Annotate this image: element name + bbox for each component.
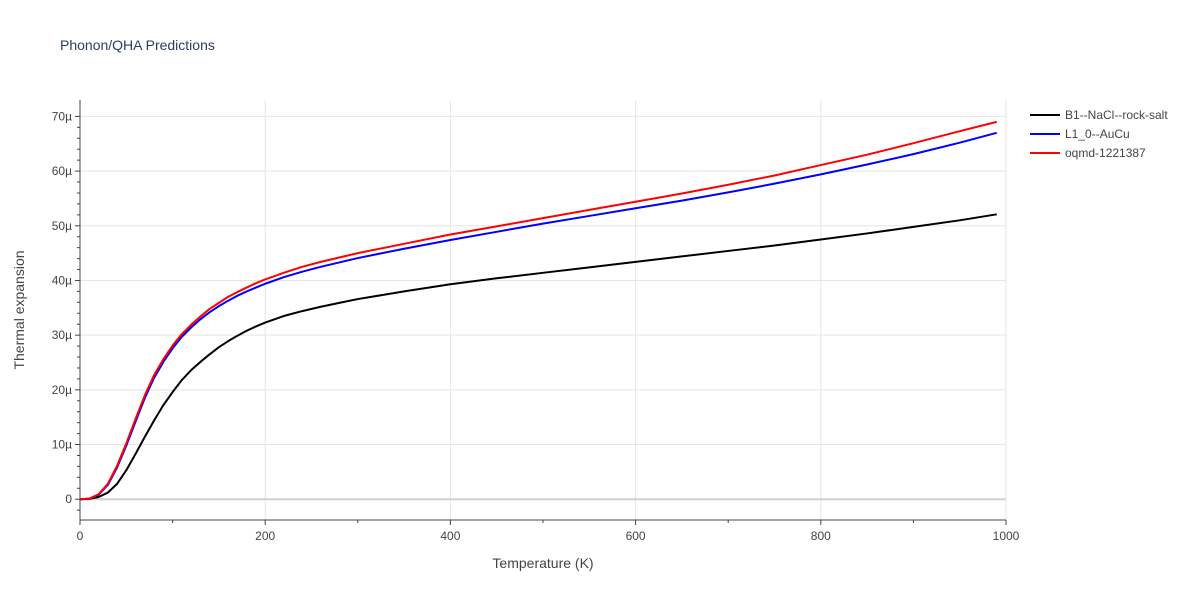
y-tick-label: 30µ bbox=[52, 328, 72, 342]
x-tick-label: 600 bbox=[626, 529, 646, 543]
legend-item-1[interactable]: B1--NaCl--rock-salt bbox=[1030, 108, 1168, 122]
series-layer bbox=[79, 120, 997, 501]
x-tick-label: 800 bbox=[811, 529, 831, 543]
y-tick-label: 10µ bbox=[52, 438, 72, 452]
chart-title: Phonon/QHA Predictions bbox=[60, 37, 215, 53]
legend[interactable]: B1--NaCl--rock-salt L1_0--AuCu oqmd-122138… bbox=[1030, 108, 1168, 160]
x-tick-label: 400 bbox=[440, 529, 460, 543]
y-tick-label: 0 bbox=[65, 492, 72, 506]
series-line-1[interactable] bbox=[79, 213, 997, 501]
legend-label: B1--NaCl--rock-salt bbox=[1065, 108, 1168, 122]
legend-item-2[interactable]: L1_0--AuCu bbox=[1030, 127, 1130, 141]
legend-label: L1_0--AuCu bbox=[1065, 127, 1130, 141]
legend-label: oqmd-1221387 bbox=[1065, 146, 1146, 160]
x-tick-label: 0 bbox=[77, 529, 84, 543]
y-tick-label: 60µ bbox=[52, 164, 72, 178]
x-tick-label: 200 bbox=[255, 529, 275, 543]
grid bbox=[80, 100, 1007, 520]
series-line-2[interactable] bbox=[79, 131, 997, 501]
x-tick-label: 1000 bbox=[993, 529, 1020, 543]
series-line-3[interactable] bbox=[79, 120, 997, 501]
axes bbox=[79, 100, 1006, 521]
legend-item-3[interactable]: oqmd-1221387 bbox=[1030, 146, 1146, 160]
x-axis-title: Temperature (K) bbox=[492, 555, 593, 571]
y-tick-label: 20µ bbox=[52, 383, 72, 397]
y-tick-label: 40µ bbox=[52, 273, 72, 287]
y-tick-label: 70µ bbox=[52, 109, 72, 123]
y-axis-ticks: 0 10µ 20µ 30µ 40µ 50µ 60µ 70µ bbox=[52, 109, 80, 511]
y-tick-label: 50µ bbox=[52, 219, 72, 233]
y-axis-title: Thermal expansion bbox=[11, 250, 27, 369]
x-axis-ticks: 0 200 400 600 800 1000 bbox=[77, 520, 1020, 543]
